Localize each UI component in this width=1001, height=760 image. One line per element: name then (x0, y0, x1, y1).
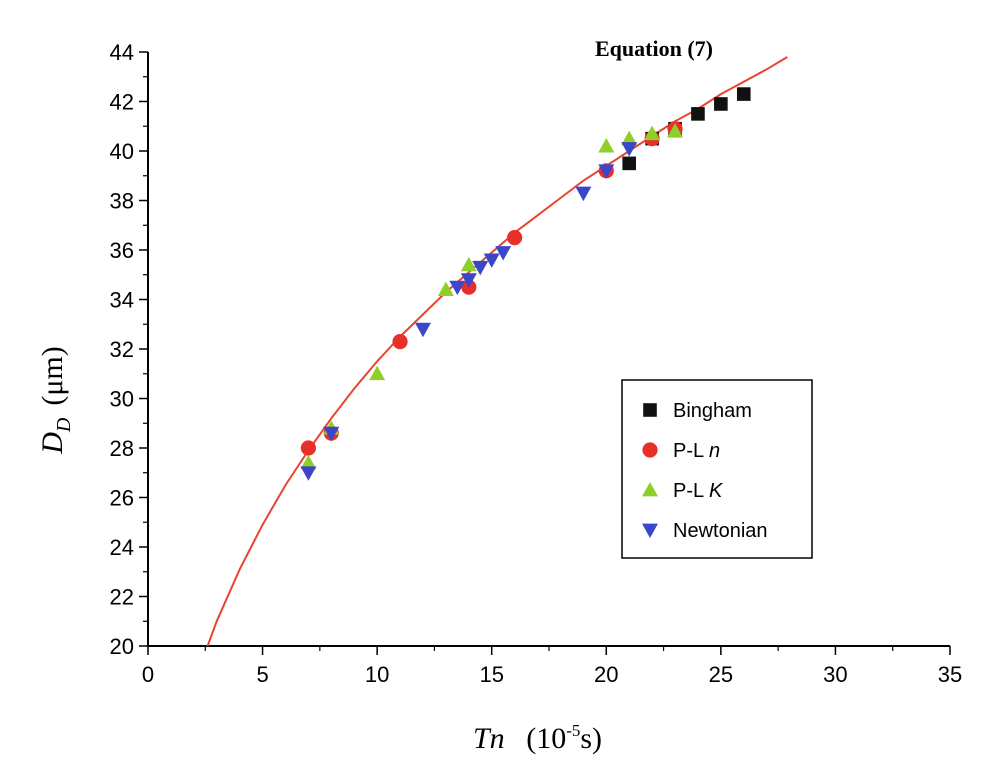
legend: Bingham P-L n P-L K Newtonian (621, 379, 813, 559)
p-l-k-point (621, 130, 638, 146)
x-axis-paren-open: ( (526, 722, 536, 755)
x-tick-label: 15 (479, 662, 503, 687)
x-axis-paren-close: ) (592, 722, 602, 755)
bingham-point (691, 107, 705, 121)
y-tick-label: 20 (110, 634, 134, 659)
p-l-n-point (392, 333, 408, 350)
newtonian-point (598, 164, 615, 179)
legend-marker-p-l-n (642, 442, 658, 458)
data-points (300, 87, 751, 481)
fit-curve-group (206, 56, 788, 647)
x-tick-label: 25 (709, 662, 733, 687)
y-tick-label: 24 (110, 535, 134, 560)
bingham-point (714, 97, 728, 111)
x-ticks: 0 5 10 15 20 25 30 35 (142, 646, 962, 687)
newtonian-point (621, 142, 638, 157)
y-tick-label: 36 (110, 238, 134, 263)
y-tick-label: 40 (110, 139, 134, 164)
legend-label-newtonian: Newtonian (673, 520, 768, 542)
newtonian-point (323, 426, 340, 442)
x-axis-unit-suffix: s (580, 722, 592, 755)
y-tick-label: 38 (110, 189, 134, 214)
p-l-n-point (507, 230, 523, 246)
legend-label-bingham: Bingham (673, 400, 752, 422)
p-l-k-point (598, 138, 615, 153)
y-tick-label: 26 (110, 486, 134, 511)
p-l-k-point (437, 281, 454, 296)
legend-marker-bingham (643, 403, 657, 417)
p-l-k-point (369, 365, 386, 381)
axes (147, 52, 950, 647)
newtonian-point (460, 273, 477, 288)
x-tick-label: 35 (938, 662, 962, 687)
newtonian-point (300, 466, 317, 481)
y-axis-title-group: DD (μm) (36, 346, 75, 455)
x-tick-label: 30 (823, 662, 847, 687)
newtonian-point (414, 322, 431, 338)
y-axis-title: DD (μm) (36, 346, 75, 455)
p-l-k-point (300, 454, 317, 470)
x-tick-label: 20 (594, 662, 618, 687)
y-axis-symbol: D (36, 432, 69, 455)
x-axis-unit-base: 10 (536, 722, 566, 755)
p-l-k-point (644, 125, 661, 141)
newtonian-point (495, 246, 512, 261)
y-tick-label: 30 (110, 387, 134, 412)
equation-annotation: Equation (7) (595, 36, 713, 61)
y-tick-label: 34 (110, 288, 134, 313)
newtonian-point (483, 253, 500, 268)
x-axis-title: Tn (10-5s) (473, 721, 602, 755)
y-ticks: 20 22 24 26 28 30 32 34 36 38 40 42 44 (110, 40, 148, 659)
y-tick-label: 32 (110, 337, 134, 362)
fit-curve-line (206, 56, 788, 647)
x-tick-label: 10 (365, 662, 389, 687)
x-axis-symbol: Tn (473, 722, 505, 755)
p-l-k-point (460, 256, 477, 272)
bingham-point (736, 87, 751, 101)
legend-label-p-l-k: P-L K (673, 480, 724, 502)
x-axis-unit-exp: -5 (566, 721, 580, 740)
legend-marker-newtonian (642, 523, 658, 538)
y-tick-label: 44 (110, 40, 134, 65)
y-tick-label: 42 (110, 90, 134, 115)
legend-label-p-l-n: P-L n (673, 440, 720, 462)
y-axis-paren-close: ) (36, 346, 69, 356)
y-axis-unit: μm (36, 356, 69, 395)
bingham-point (622, 156, 636, 171)
y-axis-paren-open: ( (36, 396, 69, 406)
y-axis-subscript: D (53, 417, 75, 433)
y-tick-label: 28 (110, 436, 134, 461)
newtonian-point (449, 280, 466, 296)
p-l-k-point (667, 123, 684, 138)
x-tick-label: 5 (256, 662, 268, 687)
legend-marker-p-l-k (642, 482, 658, 497)
y-tick-label: 22 (110, 585, 134, 610)
p-l-n-point (300, 440, 316, 456)
newtonian-point (575, 186, 592, 202)
x-tick-label: 0 (142, 662, 154, 687)
newtonian-point (472, 260, 489, 276)
